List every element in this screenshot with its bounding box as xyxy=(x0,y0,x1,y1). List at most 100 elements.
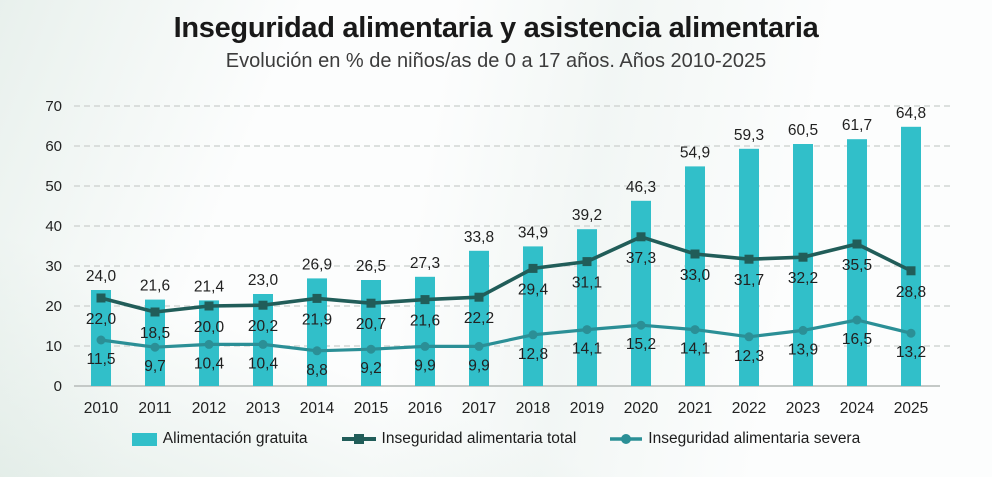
severa-value-label: 9,7 xyxy=(144,358,166,375)
bar-value-label: 46,3 xyxy=(626,179,656,196)
bar-2023 xyxy=(793,144,813,386)
total-value-label: 37,3 xyxy=(626,250,656,267)
x-axis-label: 2025 xyxy=(894,400,928,417)
y-axis-tick-label: 50 xyxy=(45,178,62,195)
bar-2020 xyxy=(631,200,651,386)
total-value-label: 31,7 xyxy=(734,272,764,289)
marker-total-2018 xyxy=(528,263,538,273)
severa-value-label: 14,1 xyxy=(680,341,710,358)
bar-value-label: 60,5 xyxy=(788,122,818,139)
severa-value-label: 8,8 xyxy=(306,362,328,379)
severa-value-label: 15,2 xyxy=(626,336,656,353)
severa-line-swatch-icon xyxy=(610,434,643,444)
bar-2022 xyxy=(739,148,759,386)
bar-2017 xyxy=(469,250,489,386)
total-value-label: 32,2 xyxy=(788,270,818,287)
bar-2014 xyxy=(307,278,327,386)
severa-value-label: 13,9 xyxy=(788,341,818,358)
y-axis-tick-label: 20 xyxy=(45,298,62,315)
x-axis-label: 2013 xyxy=(246,400,280,417)
marker-severa-2020 xyxy=(636,320,646,330)
marker-total-2022 xyxy=(744,254,754,264)
legend-label: Inseguridad alimentaria severa xyxy=(648,430,861,447)
x-axis-label: 2018 xyxy=(516,400,550,417)
bar-2024 xyxy=(847,139,867,386)
severa-value-label: 10,4 xyxy=(248,355,279,372)
total-value-label: 20,7 xyxy=(356,316,386,333)
legend-item-inseguridad-severa: Inseguridad alimentaria severa xyxy=(610,430,860,448)
total-value-label: 28,8 xyxy=(896,284,926,301)
marker-severa-2015 xyxy=(366,344,376,354)
severa-value-label: 12,3 xyxy=(734,348,764,365)
total-value-label: 20,2 xyxy=(248,318,278,335)
marker-total-2019 xyxy=(582,257,592,267)
marker-severa-2025 xyxy=(906,328,916,338)
x-axis-label: 2022 xyxy=(732,400,766,417)
x-axis-label: 2010 xyxy=(84,400,119,417)
marker-total-2010 xyxy=(96,293,106,303)
marker-severa-2016 xyxy=(420,341,430,351)
bar-value-label: 54,9 xyxy=(680,144,710,161)
marker-severa-2024 xyxy=(852,315,862,325)
bar-value-label: 64,8 xyxy=(896,105,926,122)
marker-severa-2012 xyxy=(204,339,214,349)
marker-total-2020 xyxy=(636,232,646,242)
marker-severa-2022 xyxy=(744,332,754,342)
total-value-label: 20,0 xyxy=(194,319,225,336)
chart-legend: Alimentación gratuita Inseguridad alimen… xyxy=(0,430,992,448)
total-value-label: 22,2 xyxy=(464,310,494,327)
bar-value-label: 39,2 xyxy=(572,207,602,224)
marker-total-2011 xyxy=(150,307,160,317)
chart-canvas: 0 10 20 30 40 50 60 70 24,0 21,6 21,4 23,0 26,9 26,5 2… xyxy=(45,98,950,417)
total-value-label: 29,4 xyxy=(518,281,549,298)
severa-value-label: 9,2 xyxy=(360,360,382,377)
severa-value-label: 9,9 xyxy=(468,357,490,374)
severa-value-label: 11,5 xyxy=(86,351,115,368)
y-axis-tick-label: 30 xyxy=(45,258,62,275)
total-value-label: 22,0 xyxy=(86,311,117,328)
bar-value-label: 61,7 xyxy=(842,117,872,134)
total-value-label: 21,9 xyxy=(302,311,332,328)
y-axis-tick-label: 10 xyxy=(45,338,62,355)
severa-value-label: 14,1 xyxy=(572,341,602,358)
marker-severa-2014 xyxy=(312,346,322,356)
y-axis-tick-label: 0 xyxy=(54,378,62,395)
bar-value-label: 26,5 xyxy=(356,258,386,275)
legend-label: Inseguridad alimentaria total xyxy=(381,430,577,447)
marker-total-2025 xyxy=(906,266,916,276)
chart-area: 0 10 20 30 40 50 60 70 24,0 21,6 21,4 23,0 26,9 26,5 2… xyxy=(0,86,992,431)
line-total xyxy=(100,235,912,314)
bar-2025 xyxy=(901,126,921,387)
severa-value-label: 16,5 xyxy=(842,331,872,348)
x-axis-label: 2021 xyxy=(678,400,712,417)
x-axis-label: 2017 xyxy=(462,400,496,417)
marker-severa-2018 xyxy=(528,330,538,340)
severa-value-label: 10,4 xyxy=(194,355,225,372)
bar-2015 xyxy=(361,280,381,386)
bar-value-label: 26,9 xyxy=(302,256,332,273)
marker-total-2021 xyxy=(690,249,700,259)
x-axis-label: 2024 xyxy=(840,400,875,417)
x-axis-label: 2011 xyxy=(138,400,171,417)
legend-item-inseguridad-total: Inseguridad alimentaria total xyxy=(341,430,577,448)
marker-severa-2023 xyxy=(798,325,808,335)
bar-2016 xyxy=(415,276,435,386)
marker-severa-2011 xyxy=(150,342,160,352)
bar-value-label: 23,0 xyxy=(248,272,279,289)
x-axis-label: 2015 xyxy=(354,400,388,417)
y-axis-tick-label: 40 xyxy=(45,218,62,235)
line-severa xyxy=(100,318,912,353)
marker-total-2013 xyxy=(258,300,268,310)
marker-severa-2013 xyxy=(258,339,268,349)
page-subtitle: Evolución en % de niños/as de 0 a 17 año… xyxy=(225,50,767,72)
total-value-label: 35,5 xyxy=(842,257,872,274)
severa-value-label: 12,8 xyxy=(518,346,548,363)
bar-2018 xyxy=(523,246,543,386)
total-value-label: 18,5 xyxy=(140,325,170,342)
marker-total-2016 xyxy=(420,295,430,305)
y-axis-tick-label: 70 xyxy=(45,98,62,115)
marker-total-2014 xyxy=(312,293,322,303)
severa-value-label: 13,2 xyxy=(896,344,926,361)
x-axis-label: 2016 xyxy=(408,400,442,417)
